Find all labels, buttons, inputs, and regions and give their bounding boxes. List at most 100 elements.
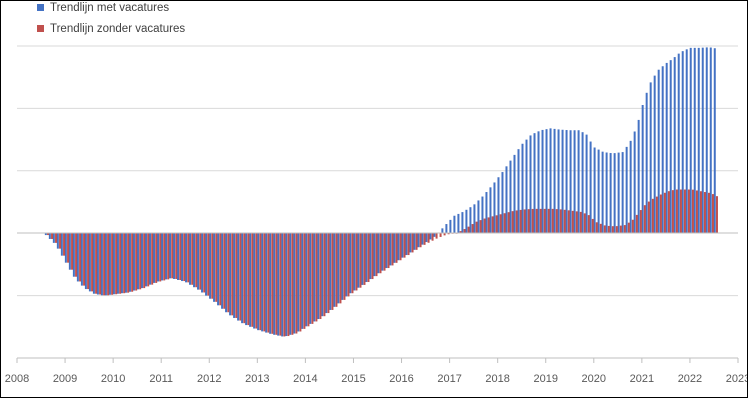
- bar-zonder-vacatures: [711, 194, 714, 234]
- bar-met-vacatures: [341, 233, 344, 300]
- bar-zonder-vacatures: [207, 233, 210, 296]
- bar-zonder-vacatures: [647, 201, 650, 234]
- bar-met-vacatures: [537, 131, 540, 234]
- bar-met-vacatures: [389, 233, 392, 266]
- bar-met-vacatures: [185, 233, 188, 283]
- bar-met-vacatures: [229, 233, 232, 316]
- bar-met-vacatures: [429, 233, 432, 240]
- bar-zonder-vacatures: [231, 233, 234, 316]
- bar-met-vacatures: [409, 233, 412, 253]
- bar-zonder-vacatures: [603, 225, 606, 234]
- bar-met-vacatures: [585, 134, 588, 234]
- bar-zonder-vacatures: [431, 233, 434, 241]
- bar-zonder-vacatures: [347, 233, 350, 297]
- bar-met-vacatures: [545, 129, 548, 234]
- bar-met-vacatures: [357, 233, 360, 288]
- bar-met-vacatures: [277, 233, 280, 336]
- bar-zonder-vacatures: [631, 219, 634, 234]
- bar-zonder-vacatures: [687, 189, 690, 234]
- bar-met-vacatures: [601, 151, 604, 234]
- bar-met-vacatures: [108, 233, 111, 295]
- bar-met-vacatures: [361, 233, 364, 285]
- bar-zonder-vacatures: [483, 218, 486, 234]
- bar-zonder-vacatures: [319, 233, 322, 320]
- bar-met-vacatures: [533, 133, 536, 234]
- bar-met-vacatures: [517, 149, 520, 234]
- bar-met-vacatures: [60, 233, 63, 256]
- bar-met-vacatures: [397, 233, 400, 261]
- bar-met-vacatures: [281, 233, 284, 337]
- bar-met-vacatures: [557, 129, 560, 234]
- bar-met-vacatures: [605, 152, 608, 234]
- bar-zonder-vacatures: [243, 233, 246, 324]
- bar-met-vacatures: [489, 187, 492, 234]
- bar-met-vacatures: [441, 228, 444, 234]
- bar-zonder-vacatures: [163, 233, 166, 281]
- bar-met-vacatures: [465, 209, 468, 234]
- bar-zonder-vacatures: [595, 222, 598, 234]
- bar-met-vacatures: [181, 233, 184, 282]
- bar-met-vacatures: [245, 233, 248, 326]
- bar-zonder-vacatures: [447, 233, 450, 235]
- bar-zonder-vacatures: [599, 223, 602, 234]
- x-tick-label: 2023: [726, 373, 747, 385]
- bar-met-vacatures: [345, 233, 348, 297]
- x-tick-label: 2015: [341, 373, 365, 385]
- bar-zonder-vacatures: [159, 233, 162, 282]
- bar-zonder-vacatures: [271, 233, 274, 334]
- bar-zonder-vacatures: [91, 233, 94, 292]
- x-tick-label: 2017: [437, 373, 461, 385]
- bar-zonder-vacatures: [683, 189, 686, 234]
- bar-met-vacatures: [525, 139, 528, 234]
- bar-zonder-vacatures: [139, 233, 142, 290]
- bar-zonder-vacatures: [183, 233, 186, 282]
- bar-zonder-vacatures: [359, 233, 362, 288]
- bar-met-vacatures: [48, 233, 51, 239]
- bar-met-vacatures: [641, 105, 644, 234]
- bar-met-vacatures: [461, 212, 464, 234]
- bar-zonder-vacatures: [51, 233, 54, 239]
- bar-met-vacatures: [241, 233, 244, 324]
- bar-met-vacatures: [425, 233, 428, 243]
- bar-met-vacatures: [597, 149, 600, 234]
- bar-met-vacatures: [333, 233, 336, 307]
- legend-item-zonder-vacatures: Trendlijn zonder vacatures: [37, 18, 185, 39]
- bar-zonder-vacatures: [651, 198, 654, 234]
- bar-zonder-vacatures: [699, 191, 702, 234]
- bar-met-vacatures: [613, 153, 616, 234]
- bar-met-vacatures: [349, 233, 352, 294]
- series-zonder-vacatures-bars: [47, 189, 718, 337]
- bar-zonder-vacatures: [655, 196, 658, 234]
- bar-met-vacatures: [253, 233, 256, 329]
- bar-met-vacatures: [337, 233, 340, 304]
- bar-zonder-vacatures: [471, 224, 474, 234]
- bar-zonder-vacatures: [195, 233, 198, 288]
- bar-met-vacatures: [353, 233, 356, 291]
- bar-zonder-vacatures: [307, 233, 310, 327]
- bar-met-vacatures: [124, 233, 127, 293]
- bar-zonder-vacatures: [199, 233, 202, 290]
- bar-zonder-vacatures: [99, 233, 102, 295]
- bar-zonder-vacatures: [579, 211, 582, 234]
- bar-met-vacatures: [657, 69, 660, 234]
- bar-met-vacatures: [469, 207, 472, 234]
- bar-zonder-vacatures: [287, 233, 290, 337]
- bar-met-vacatures: [128, 233, 131, 292]
- bar-met-vacatures: [569, 130, 572, 234]
- bar-zonder-vacatures: [79, 233, 82, 282]
- bar-zonder-vacatures: [703, 192, 706, 234]
- bar-zonder-vacatures: [323, 233, 326, 317]
- bar-zonder-vacatures: [67, 233, 70, 263]
- x-tick-label: 2014: [293, 373, 317, 385]
- bar-met-vacatures: [76, 233, 79, 282]
- bar-zonder-vacatures: [71, 233, 74, 270]
- bar-met-vacatures: [285, 233, 288, 337]
- bar-met-vacatures: [369, 233, 372, 280]
- bar-met-vacatures: [709, 47, 712, 234]
- bar-met-vacatures: [417, 233, 420, 248]
- bar-zonder-vacatures: [663, 192, 666, 234]
- bar-met-vacatures: [197, 233, 200, 290]
- bar-zonder-vacatures: [235, 233, 238, 318]
- bar-met-vacatures: [325, 233, 328, 314]
- bar-met-vacatures: [136, 233, 139, 290]
